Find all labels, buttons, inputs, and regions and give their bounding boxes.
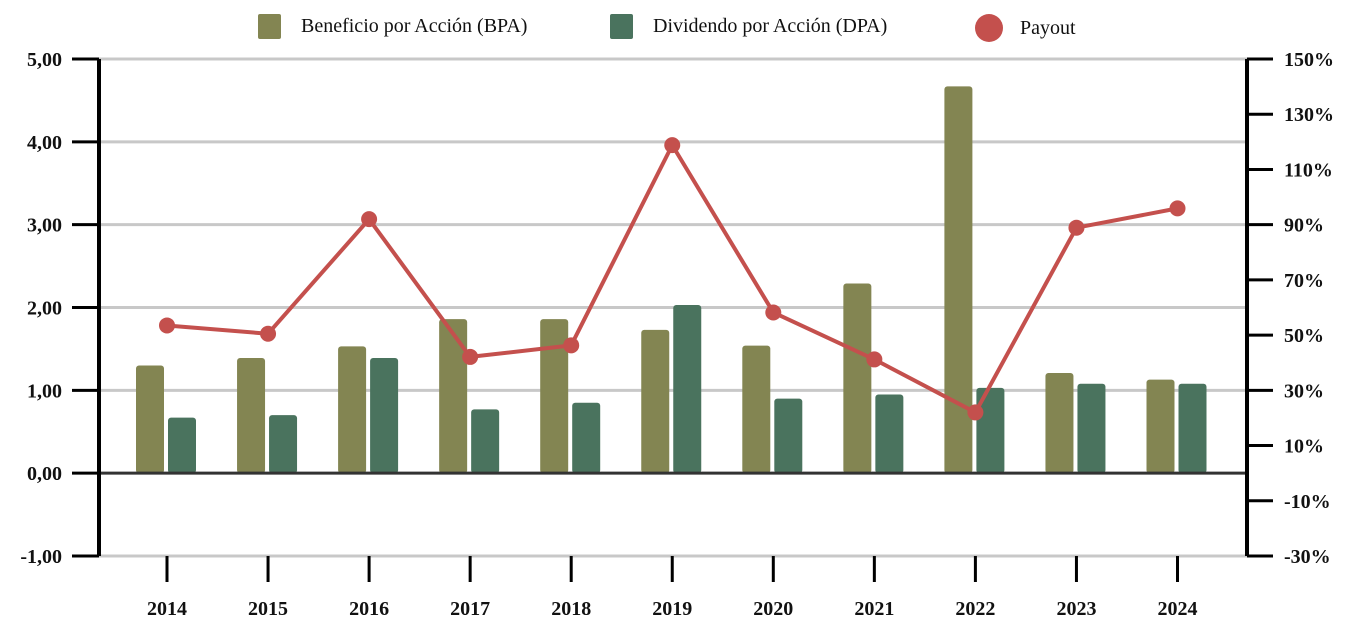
bar-dpa xyxy=(875,394,904,474)
bar-dpa xyxy=(269,415,298,474)
axis-labels: 5,00 4,00 3,00 2,00 1,00 0,00 -1,00 150% 130% 110… xyxy=(20,49,1334,620)
bar-dpa xyxy=(1077,383,1106,474)
axes xyxy=(72,57,1273,582)
bars xyxy=(136,86,1207,474)
payout-point xyxy=(1068,219,1085,236)
bar-bpa xyxy=(843,283,872,474)
payout-polyline xyxy=(166,143,1178,415)
y2-tick-label: 70% xyxy=(1284,270,1324,292)
y-tick-label: 3,00 xyxy=(27,215,62,237)
payout-point xyxy=(563,337,580,354)
payout-point xyxy=(462,348,479,365)
y-tick-label: -1,00 xyxy=(20,546,62,568)
bar-bpa xyxy=(742,345,771,474)
payout-point xyxy=(1169,200,1186,217)
bar-dpa xyxy=(976,387,1005,474)
bar-bpa xyxy=(136,365,164,474)
bar-bpa xyxy=(338,346,367,474)
x-tick-label: 2019 xyxy=(652,598,692,620)
payout-point xyxy=(260,325,277,342)
y-tick-label: 2,00 xyxy=(27,298,62,320)
y-tick-label: 4,00 xyxy=(27,132,62,154)
bar-bpa xyxy=(641,329,670,474)
y2-tick-label: -30% xyxy=(1284,546,1331,568)
legend-label-payout: Payout xyxy=(1020,16,1076,39)
bar-bpa xyxy=(237,358,266,474)
payout-point xyxy=(361,211,378,228)
payout-line xyxy=(159,137,1186,421)
x-tick-label: 2023 xyxy=(1056,598,1096,620)
legend-swatch-bpa xyxy=(258,14,281,39)
y-tick-label: 1,00 xyxy=(27,380,62,402)
bar-dpa xyxy=(774,398,803,474)
payout-point xyxy=(967,404,984,421)
x-tick-label: 2016 xyxy=(349,598,389,620)
legend-item-bpa[interactable]: Beneficio por Acción (BPA) xyxy=(258,14,527,39)
bar-dpa xyxy=(1178,383,1207,474)
x-tick-label: 2021 xyxy=(854,598,894,620)
gridlines xyxy=(99,57,1247,558)
y2-tick-label: 30% xyxy=(1284,380,1324,402)
payout-point xyxy=(765,304,782,321)
bar-dpa xyxy=(370,358,399,474)
bar-dpa xyxy=(471,409,500,474)
x-tick-label: 2024 xyxy=(1158,598,1198,620)
payout-point xyxy=(159,317,175,334)
legend-item-dpa[interactable]: Dividendo por Acción (DPA) xyxy=(610,14,887,39)
bar-bpa xyxy=(439,319,468,474)
y2-tick-label: 10% xyxy=(1284,436,1324,458)
bar-bpa xyxy=(944,86,973,474)
legend-swatch-dpa xyxy=(610,14,633,39)
bar-dpa xyxy=(673,305,702,474)
legend-marker-payout xyxy=(975,14,1003,42)
bar-bpa xyxy=(540,319,569,474)
bar-bpa xyxy=(1045,372,1074,474)
y-tick-label: 0,00 xyxy=(27,463,62,485)
x-tick-label: 2014 xyxy=(147,598,187,620)
x-tick-label: 2017 xyxy=(450,598,490,620)
y2-tick-label: 130% xyxy=(1284,104,1334,126)
x-tick-label: 2018 xyxy=(551,598,591,620)
y2-tick-label: 110% xyxy=(1284,159,1333,181)
x-tick-label: 2020 xyxy=(753,598,793,620)
legend-label-dpa: Dividendo por Acción (DPA) xyxy=(653,15,888,37)
legend-item-payout[interactable]: Payout xyxy=(975,14,1076,42)
y2-tick-label: -10% xyxy=(1284,491,1331,513)
y2-tick-label: 150% xyxy=(1284,49,1334,71)
y2-tick-label: 50% xyxy=(1284,325,1324,347)
bar-bpa xyxy=(1146,379,1175,474)
x-tick-label: 2022 xyxy=(955,598,995,620)
bar-dpa xyxy=(572,402,601,474)
y2-tick-label: 90% xyxy=(1284,215,1324,237)
x-tick-label: 2015 xyxy=(248,598,288,620)
legend-label-bpa: Beneficio por Acción (BPA) xyxy=(301,15,528,37)
payout-point xyxy=(664,137,681,154)
bar-dpa xyxy=(168,417,196,474)
chart-legend: Beneficio por Acción (BPA) Dividendo por… xyxy=(0,14,1349,44)
y-tick-label: 5,00 xyxy=(27,49,62,71)
payout-point xyxy=(866,351,883,368)
